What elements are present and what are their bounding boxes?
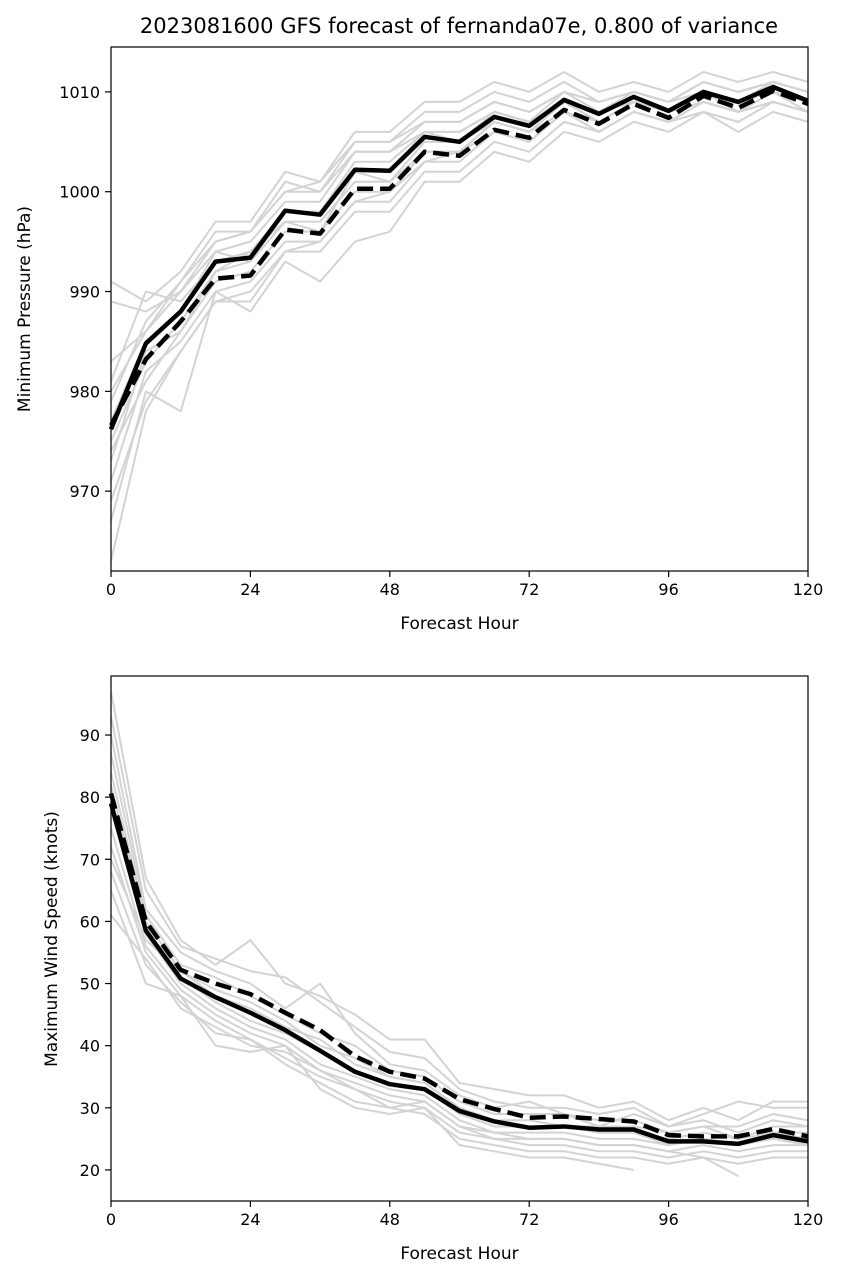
wind-ensemble-line-11 (110, 889, 634, 1171)
pressure-x-tick-label: 48 (380, 580, 400, 599)
pressure-chart: 2023081600 GFS forecast of fernanda07e, … (15, 14, 823, 634)
wind-ensemble-line-9 (110, 846, 808, 1159)
wind-chart: 0 24 48 72 96 120 20 30 40 50 60 70 80 90 Forecast Ho… (42, 675, 824, 1264)
chart-title: 2023081600 GFS forecast of fernanda07e, … (140, 14, 778, 38)
pressure-plot-frame (110, 46, 809, 572)
pressure-x-tick-label: 72 (519, 580, 539, 599)
wind-y-axis-label: Maximum Wind Speed (knots) (42, 811, 62, 1067)
pressure-y-tick-label: 980 (69, 382, 100, 401)
wind-ensemble-line-4 (110, 753, 809, 1134)
pressure-ensemble-line-13 (110, 80, 809, 392)
wind-ensemble-line-1 (110, 691, 808, 1122)
wind-y-tick-label: 70 (80, 850, 100, 869)
pressure-y-tick-label: 990 (69, 283, 100, 302)
wind-plot-frame (110, 675, 809, 1202)
wind-ticks-layer: 0 24 48 72 96 120 20 30 40 50 60 70 80 90 (80, 726, 824, 1229)
wind-x-tick-label: 24 (240, 1210, 260, 1229)
pressure-x-tick-label: 96 (658, 580, 678, 599)
wind-dashed-mean-line (108, 792, 809, 1139)
pressure-ensemble-line-1 (110, 70, 809, 303)
wind-x-tick-label: 72 (519, 1210, 539, 1229)
pressure-dashed-mean-line (109, 88, 809, 427)
wind-ensemble-line-2 (110, 716, 808, 1128)
pressure-ticks-layer: 0 24 48 72 96 120 970 980 990 1000 1010 (59, 83, 823, 599)
pressure-x-tick-label: 0 (106, 580, 116, 599)
wind-y-tick-label: 20 (80, 1161, 100, 1180)
wind-x-axis-label: Forecast Hour (400, 1244, 518, 1264)
wind-ensemble-line-12 (110, 914, 739, 1178)
wind-y-tick-label: 80 (80, 788, 100, 807)
wind-x-tick-label: 120 (793, 1210, 824, 1229)
pressure-series-layer (108, 70, 809, 562)
wind-solid-mean-line (108, 802, 809, 1147)
wind-x-tick-label: 48 (380, 1210, 400, 1229)
wind-x-tick-label: 0 (106, 1210, 116, 1229)
wind-y-tick-label: 30 (80, 1099, 100, 1118)
pressure-x-axis-label: Forecast Hour (400, 614, 518, 634)
pressure-x-tick-label: 24 (240, 580, 260, 599)
wind-y-tick-label: 90 (80, 726, 100, 745)
pressure-solid-mean-line (108, 84, 809, 431)
wind-y-tick-label: 50 (80, 975, 100, 994)
wind-y-tick-label: 60 (80, 912, 100, 931)
pressure-ensemble-line-10 (110, 100, 809, 502)
pressure-y-axis-label: Minimum Pressure (hPa) (15, 206, 35, 412)
wind-series-layer (108, 691, 809, 1178)
pressure-y-tick-label: 1000 (59, 183, 100, 202)
pressure-y-tick-label: 970 (69, 482, 100, 501)
wind-ensemble-line-10 (110, 871, 808, 1165)
wind-x-tick-label: 96 (658, 1210, 678, 1229)
pressure-y-tick-label: 1010 (59, 83, 100, 102)
pressure-x-tick-label: 120 (793, 580, 824, 599)
wind-y-tick-label: 40 (80, 1037, 100, 1056)
